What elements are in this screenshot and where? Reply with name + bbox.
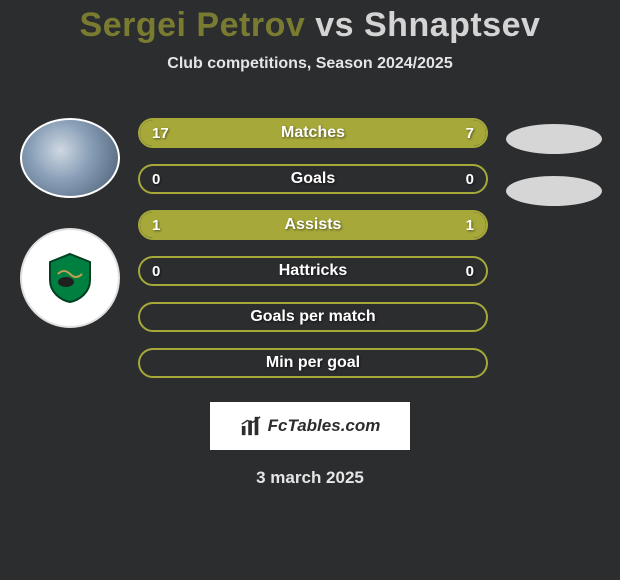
title-player2: Shnaptsev bbox=[364, 6, 540, 44]
stat-label: Matches bbox=[140, 120, 486, 146]
stat-label: Goals per match bbox=[140, 304, 486, 330]
player-photos bbox=[10, 118, 130, 328]
stat-row: Min per goal bbox=[138, 348, 488, 378]
stat-label: Assists bbox=[140, 212, 486, 238]
oval-2 bbox=[506, 176, 602, 206]
comparison-infographic: Sergei Petrov vs Shnaptsev Club competit… bbox=[0, 0, 620, 580]
oval-1 bbox=[506, 124, 602, 154]
brand-box: FcTables.com bbox=[210, 402, 410, 450]
stat-row: 11Assists bbox=[138, 210, 488, 240]
subtitle: Club competitions, Season 2024/2025 bbox=[0, 55, 620, 73]
stat-label: Hattricks bbox=[140, 258, 486, 284]
player1-photo bbox=[20, 118, 120, 198]
shield-icon bbox=[42, 250, 98, 306]
brand-text: FcTables.com bbox=[268, 416, 381, 436]
footer-area: FcTables.com 3 march 2025 bbox=[0, 396, 620, 488]
page-title: Sergei Petrov vs Shnaptsev bbox=[0, 0, 620, 45]
stat-row: Goals per match bbox=[138, 302, 488, 332]
stat-label: Goals bbox=[140, 166, 486, 192]
chart-bars-icon bbox=[240, 415, 262, 437]
stat-label: Min per goal bbox=[140, 350, 486, 376]
title-vs: vs bbox=[315, 6, 354, 44]
stat-row: 00Hattricks bbox=[138, 256, 488, 286]
title-player1: Sergei Petrov bbox=[80, 6, 306, 44]
stat-row: 00Goals bbox=[138, 164, 488, 194]
club-badge bbox=[20, 228, 120, 328]
stat-bars: 177Matches 00Goals 11Assists 00Hattricks Goa… bbox=[138, 118, 488, 394]
stat-row: 177Matches bbox=[138, 118, 488, 148]
date-label: 3 march 2025 bbox=[0, 468, 620, 488]
player2-placeholder-ovals bbox=[506, 124, 602, 228]
